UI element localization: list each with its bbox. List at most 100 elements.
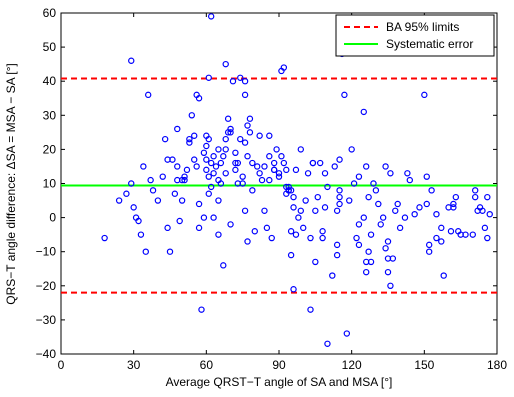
data-point: [193, 163, 200, 170]
y-tick-label: 60: [43, 6, 57, 20]
data-point: [377, 221, 384, 228]
data-point: [425, 241, 433, 249]
data-point: [241, 207, 249, 214]
data-point: [401, 214, 409, 221]
data-point: [222, 146, 229, 153]
data-point: [392, 207, 399, 214]
data-point: [174, 125, 181, 133]
data-point: [292, 231, 300, 238]
y-tick-label: 0: [49, 211, 56, 225]
data-point: [200, 149, 208, 157]
data-point: [450, 200, 457, 208]
data-point: [254, 163, 261, 170]
y-tick-label: 50: [43, 40, 57, 54]
data-point: [329, 272, 336, 279]
data-point: [234, 159, 242, 167]
data-point: [232, 149, 239, 157]
data-point: [130, 204, 137, 211]
data-point: [261, 163, 268, 170]
data-point: [181, 173, 188, 180]
data-point: [227, 125, 234, 133]
data-point: [183, 166, 191, 174]
data-point: [479, 207, 486, 214]
data-point: [191, 132, 198, 139]
data-point: [244, 238, 251, 245]
data-point: [421, 91, 428, 99]
data-point: [205, 135, 212, 143]
data-point: [258, 176, 266, 184]
data-point: [307, 306, 314, 313]
data-point: [266, 132, 273, 139]
data-point: [452, 193, 460, 201]
data-point: [486, 210, 493, 218]
data-point: [210, 214, 217, 221]
legend-box: [335, 14, 495, 57]
data-point: [207, 13, 215, 20]
data-point: [205, 190, 212, 197]
data-point: [261, 207, 268, 214]
data-point: [244, 122, 251, 129]
data-point: [241, 139, 249, 146]
data-point: [232, 159, 239, 167]
data-point: [210, 153, 217, 160]
data-point: [285, 187, 292, 194]
data-point: [237, 135, 244, 143]
data-point: [307, 234, 314, 242]
data-point: [387, 282, 394, 289]
data-point: [367, 258, 375, 266]
x-tick-label: 180: [487, 358, 507, 372]
data-point: [178, 197, 186, 204]
y-tick-label: −10: [36, 245, 57, 259]
data-point: [484, 193, 491, 201]
data-point: [375, 200, 382, 208]
data-point: [387, 170, 394, 177]
data-point: [215, 231, 222, 238]
data-point: [321, 170, 329, 177]
data-point: [239, 180, 246, 187]
data-point: [297, 146, 304, 153]
data-point: [270, 166, 278, 174]
data-point: [433, 234, 440, 242]
data-point: [428, 187, 435, 194]
data-point: [365, 193, 372, 201]
data-point: [244, 153, 251, 160]
data-point: [355, 241, 363, 249]
data-point: [440, 272, 447, 279]
data-point: [256, 170, 263, 177]
data-point: [290, 204, 297, 211]
data-point: [186, 135, 193, 143]
data-point: [241, 77, 249, 85]
data-point: [324, 340, 331, 347]
y-tick-label: −20: [36, 279, 57, 293]
data-point: [336, 200, 343, 208]
data-point: [297, 207, 304, 214]
data-point: [181, 176, 188, 184]
data-point: [336, 187, 343, 194]
data-point: [433, 210, 440, 218]
data-point: [319, 234, 326, 242]
data-point: [210, 170, 217, 177]
plot-area-frame: [60, 12, 498, 355]
data-point: [333, 241, 341, 249]
data-point: [249, 159, 256, 167]
data-point: [227, 129, 234, 136]
legend: BA 95% limits Systematic error: [335, 14, 495, 57]
data-point: [348, 146, 355, 153]
data-point: [283, 166, 290, 174]
x-tick-label: 30: [127, 358, 141, 372]
data-point: [166, 248, 174, 255]
data-point: [423, 200, 430, 208]
data-point: [222, 135, 229, 143]
data-point: [312, 258, 319, 266]
legend-label-ba-limits: BA 95% limits: [386, 20, 459, 34]
data-point: [411, 210, 418, 218]
data-point: [365, 248, 372, 255]
data-point: [309, 159, 317, 167]
data-point: [280, 64, 288, 71]
data-point: [237, 74, 244, 81]
data-point: [396, 224, 404, 232]
data-point: [287, 228, 295, 235]
data-point: [195, 200, 203, 208]
